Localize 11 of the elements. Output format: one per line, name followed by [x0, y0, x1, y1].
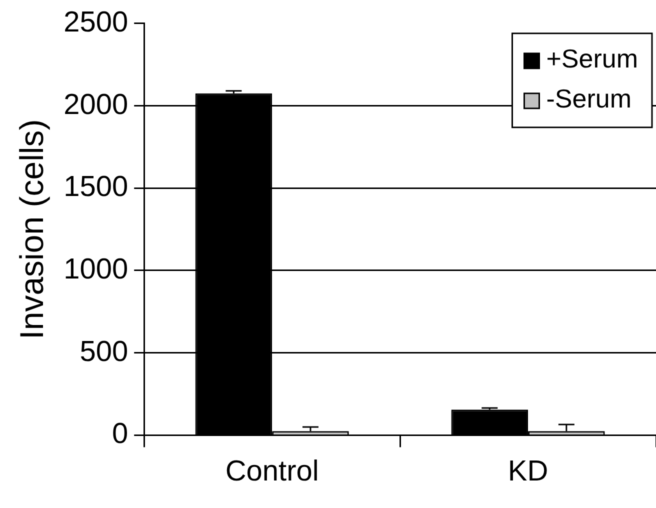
y-axis-title: Invasion (cells): [12, 119, 50, 340]
x-tick-label: KD: [508, 456, 548, 488]
y-tick-label: 0: [112, 418, 128, 450]
y-tick-label: 2000: [64, 88, 128, 121]
y-tick-label: 2500: [64, 6, 128, 38]
y-tick-label: 1500: [64, 171, 128, 204]
legend-label: -Serum: [546, 84, 632, 114]
legend-label: +Serum: [546, 44, 638, 74]
y-tick-label: 1000: [64, 253, 128, 286]
y-tick-label: 500: [80, 336, 128, 368]
x-tick-label: Control: [225, 456, 319, 488]
